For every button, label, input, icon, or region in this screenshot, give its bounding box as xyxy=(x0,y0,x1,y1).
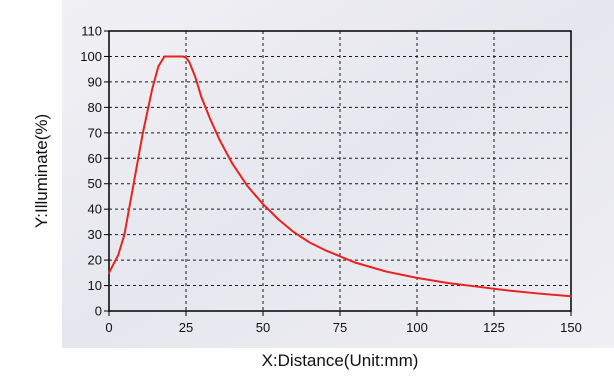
x-tick-label: 150 xyxy=(560,320,582,335)
x-tick-label: 125 xyxy=(483,320,505,335)
y-tick-label: 10 xyxy=(88,278,102,293)
x-tick-label: 50 xyxy=(256,320,270,335)
chart-background xyxy=(62,0,614,348)
x-tick-label: 25 xyxy=(179,320,193,335)
x-axis-title: X:Distance(Unit:mm) xyxy=(262,351,419,370)
y-axis-title: Y:Illuminate(%) xyxy=(32,114,51,228)
y-tick-label: 50 xyxy=(88,176,102,191)
series-line-0 xyxy=(108,55,572,298)
y-tick-label: 90 xyxy=(88,74,102,89)
y-tick-label: 20 xyxy=(88,253,102,268)
grid-lines xyxy=(104,30,572,316)
y-tick-label: 100 xyxy=(80,49,102,64)
y-tick-label: 30 xyxy=(88,227,102,242)
y-tick-labels: 0 10 20 30 40 50 60 70 80 90 100 110 xyxy=(80,24,102,319)
y-tick-label: 60 xyxy=(88,151,102,166)
y-tick-label: 40 xyxy=(88,202,102,217)
x-tick-labels: 0 25 50 75 100 125 150 xyxy=(105,320,581,335)
x-tick-label: 0 xyxy=(105,320,112,335)
x-tick-label: 75 xyxy=(333,320,347,335)
y-tick-label: 70 xyxy=(88,125,102,140)
y-tick-label: 110 xyxy=(81,24,102,39)
y-tick-label: 0 xyxy=(95,304,102,319)
x-tick-label: 100 xyxy=(406,320,428,335)
series-lines xyxy=(108,55,572,298)
y-tick-label: 80 xyxy=(88,100,102,115)
